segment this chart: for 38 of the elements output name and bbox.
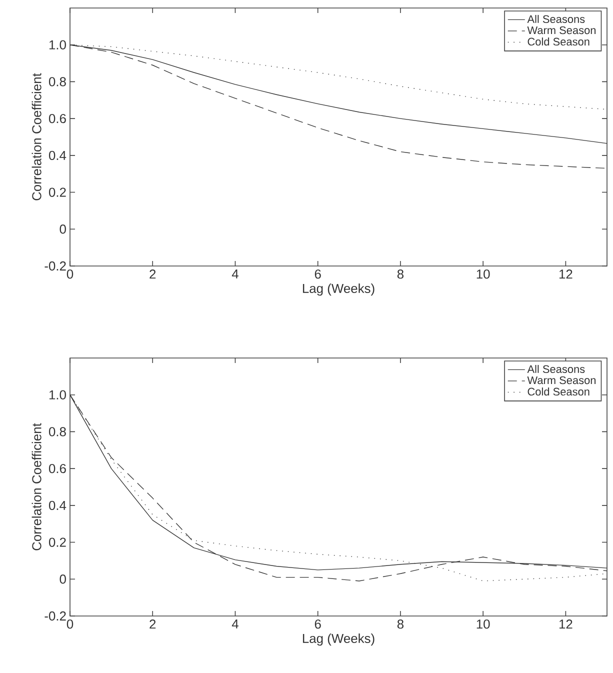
x-tick-label: 0 xyxy=(66,620,74,629)
y-tick-label: 0 xyxy=(60,574,66,584)
y-tick-label: 0.4 xyxy=(48,150,66,160)
y-tick-label: 0.2 xyxy=(48,188,66,197)
y-tick-label: 0.4 xyxy=(48,500,66,510)
x-tick-label: 12 xyxy=(559,270,572,279)
x-tick-label: 4 xyxy=(232,270,238,278)
x-axis-title: Lag (Weeks) xyxy=(302,634,374,646)
y-tick-label: 1.0 xyxy=(49,40,66,50)
y-tick-label: 0 xyxy=(60,224,66,234)
y-tick-label: -0.2 xyxy=(44,611,66,621)
x-axis-title: Lag (Weeks) xyxy=(302,284,374,296)
y-axis-title: Correlation Coefficient xyxy=(32,423,42,550)
legend-label: Warm Season xyxy=(527,26,596,34)
legend-label: Warm Season xyxy=(527,376,596,384)
y-axis-title: Correlation Coefficient xyxy=(32,73,42,200)
legend-label: Cold Season xyxy=(528,38,590,46)
y-tick-label: 0.8 xyxy=(48,427,66,436)
x-tick-label: 12 xyxy=(559,620,572,629)
y-tick-label: 0.6 xyxy=(48,114,66,124)
x-tick-label: 2 xyxy=(150,620,156,629)
y-tick-label: 0.2 xyxy=(48,538,66,547)
x-tick-label: 8 xyxy=(397,270,404,279)
x-tick-label: 8 xyxy=(397,620,404,629)
x-tick-label: 0 xyxy=(66,270,74,279)
y-tick-label: 0.8 xyxy=(48,77,66,86)
x-tick-label: 10 xyxy=(476,620,490,629)
x-tick-label: 6 xyxy=(314,620,321,629)
x-tick-label: 6 xyxy=(314,270,321,279)
x-tick-label: 10 xyxy=(476,270,490,279)
x-tick-label: 2 xyxy=(150,270,156,279)
legend-label: All Seasons xyxy=(527,14,585,24)
x-tick-label: 4 xyxy=(232,620,238,628)
legend-label: All Seasons xyxy=(527,364,585,374)
y-tick-label: -0.2 xyxy=(44,261,66,271)
y-tick-label: 0.6 xyxy=(48,464,66,474)
y-tick-label: 1.0 xyxy=(49,390,66,400)
legend-label: Cold Season xyxy=(528,388,590,396)
